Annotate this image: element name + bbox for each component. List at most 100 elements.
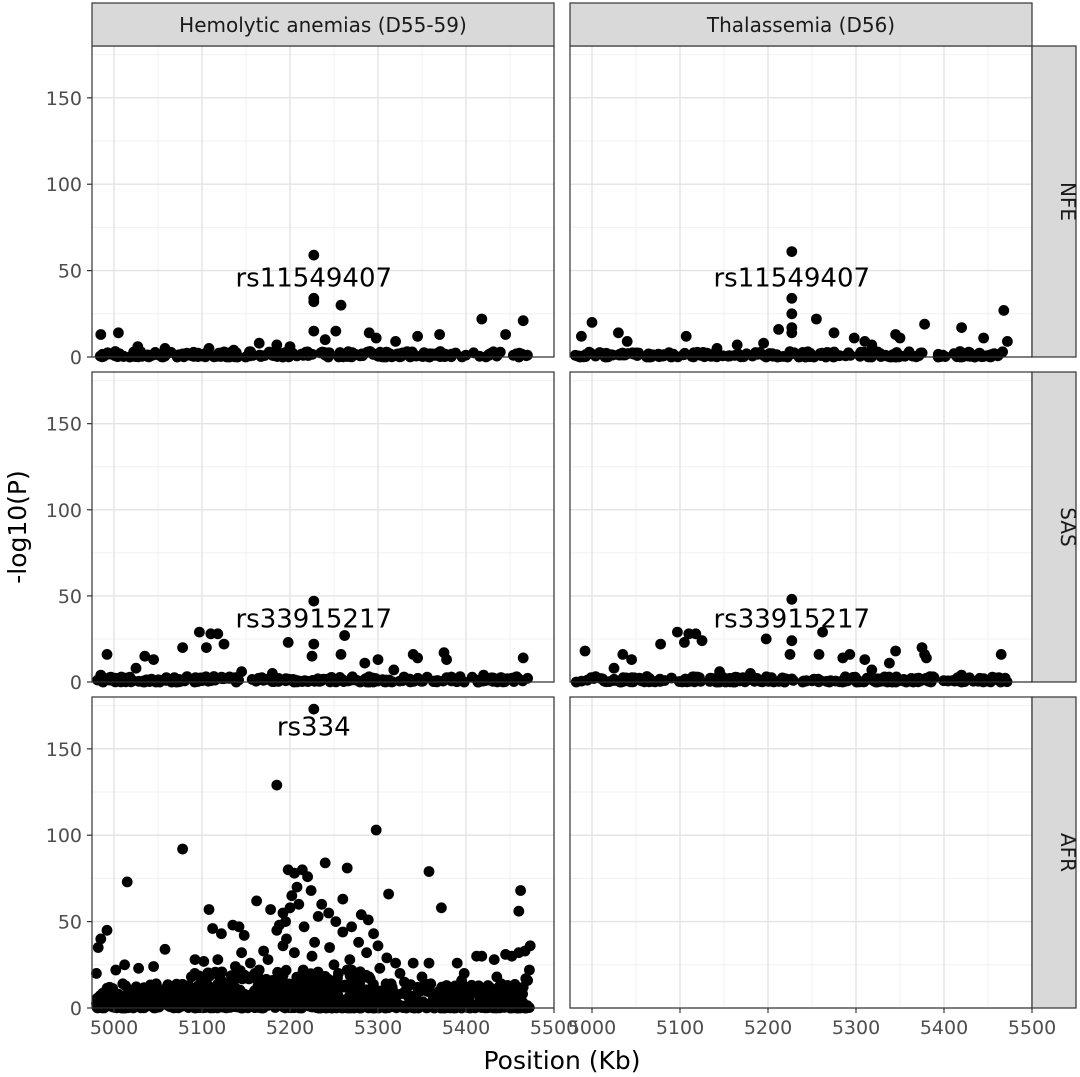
data-point bbox=[576, 330, 587, 342]
data-point bbox=[509, 983, 520, 995]
snp-label: rs334 bbox=[277, 712, 351, 742]
data-point bbox=[186, 971, 197, 983]
data-point bbox=[956, 669, 967, 681]
data-point bbox=[106, 674, 118, 686]
data-point bbox=[381, 952, 393, 964]
data-point bbox=[388, 987, 400, 998]
data-point bbox=[370, 332, 382, 344]
data-point bbox=[306, 650, 318, 662]
facet-strip-row bbox=[1031, 371, 1077, 683]
panel-background bbox=[570, 697, 1032, 1008]
data-point bbox=[323, 907, 335, 919]
data-point bbox=[483, 997, 494, 1009]
data-point bbox=[291, 881, 303, 893]
data-point bbox=[271, 339, 283, 351]
data-point bbox=[104, 981, 115, 993]
data-point bbox=[148, 961, 160, 972]
data-point bbox=[394, 675, 406, 687]
panel-background bbox=[570, 372, 1032, 682]
x-tick-label: 5500 bbox=[530, 1017, 578, 1039]
data-point bbox=[278, 674, 290, 686]
data-point bbox=[95, 329, 107, 340]
data-point bbox=[817, 626, 828, 638]
data-point bbox=[203, 904, 215, 915]
data-point bbox=[394, 968, 406, 979]
data-point bbox=[668, 348, 679, 360]
snp-label: rs33915217 bbox=[235, 604, 392, 634]
data-point bbox=[524, 940, 536, 952]
data-point bbox=[253, 337, 265, 349]
x-tick-label: 5500 bbox=[1008, 1017, 1056, 1039]
data-point bbox=[196, 990, 208, 1002]
data-point bbox=[160, 675, 172, 686]
data-point bbox=[247, 349, 259, 361]
data-point bbox=[932, 348, 944, 360]
data-point bbox=[238, 930, 250, 941]
data-point bbox=[228, 344, 240, 356]
data-point bbox=[372, 940, 384, 952]
data-point bbox=[376, 988, 388, 999]
data-point bbox=[286, 984, 298, 996]
data-point bbox=[98, 350, 109, 362]
data-point bbox=[109, 1001, 121, 1012]
data-point bbox=[351, 987, 363, 998]
facet-strip-row bbox=[1031, 45, 1077, 358]
data-point bbox=[412, 981, 423, 993]
data-point bbox=[150, 978, 162, 990]
data-point bbox=[388, 664, 400, 676]
data-point bbox=[786, 308, 798, 320]
snp-label: rs33915217 bbox=[713, 604, 870, 634]
data-point bbox=[365, 995, 376, 1007]
data-point bbox=[159, 943, 171, 955]
data-point bbox=[346, 349, 358, 361]
data-point bbox=[239, 988, 250, 1000]
data-point bbox=[284, 902, 296, 914]
data-point bbox=[236, 973, 248, 985]
facet-strip-column bbox=[91, 2, 555, 47]
data-point bbox=[142, 674, 154, 686]
data-point bbox=[374, 962, 386, 974]
data-point bbox=[300, 978, 312, 990]
data-point bbox=[201, 642, 212, 653]
data-point bbox=[515, 885, 526, 896]
data-point bbox=[194, 626, 205, 638]
x-tick-label: 5100 bbox=[656, 1017, 704, 1039]
data-point bbox=[784, 649, 796, 660]
data-point bbox=[760, 633, 772, 645]
data-point bbox=[236, 947, 248, 959]
facet-strip-label: Thalassemia (D56) bbox=[706, 13, 895, 37]
x-tick-label: 5000 bbox=[568, 1017, 616, 1039]
data-point bbox=[352, 1000, 364, 1012]
data-point bbox=[133, 962, 145, 974]
data-point bbox=[315, 971, 327, 983]
data-point bbox=[828, 327, 840, 339]
data-point bbox=[514, 1000, 526, 1012]
data-point bbox=[253, 964, 265, 976]
data-point bbox=[363, 971, 375, 983]
data-point bbox=[144, 1000, 156, 1012]
data-point bbox=[407, 957, 419, 969]
data-point bbox=[258, 674, 269, 686]
data-point bbox=[764, 348, 775, 359]
data-point bbox=[586, 317, 598, 328]
data-point bbox=[861, 672, 873, 684]
data-point bbox=[488, 954, 500, 965]
data-point bbox=[297, 964, 309, 976]
facet-strip-label: NFE bbox=[1056, 182, 1080, 221]
data-point bbox=[267, 668, 278, 679]
data-point bbox=[143, 985, 155, 997]
y-tick-label: 50 bbox=[58, 912, 82, 934]
data-point bbox=[507, 349, 519, 361]
data-point bbox=[202, 967, 214, 979]
data-point bbox=[921, 652, 932, 664]
data-point bbox=[773, 324, 784, 335]
data-point bbox=[116, 671, 127, 683]
data-point bbox=[112, 988, 124, 1000]
data-point bbox=[613, 327, 624, 339]
data-point bbox=[312, 911, 324, 922]
x-tick-label: 5400 bbox=[442, 1017, 490, 1039]
data-point bbox=[296, 990, 308, 1002]
data-point bbox=[844, 649, 856, 660]
data-point bbox=[101, 924, 113, 936]
data-point bbox=[161, 981, 173, 993]
